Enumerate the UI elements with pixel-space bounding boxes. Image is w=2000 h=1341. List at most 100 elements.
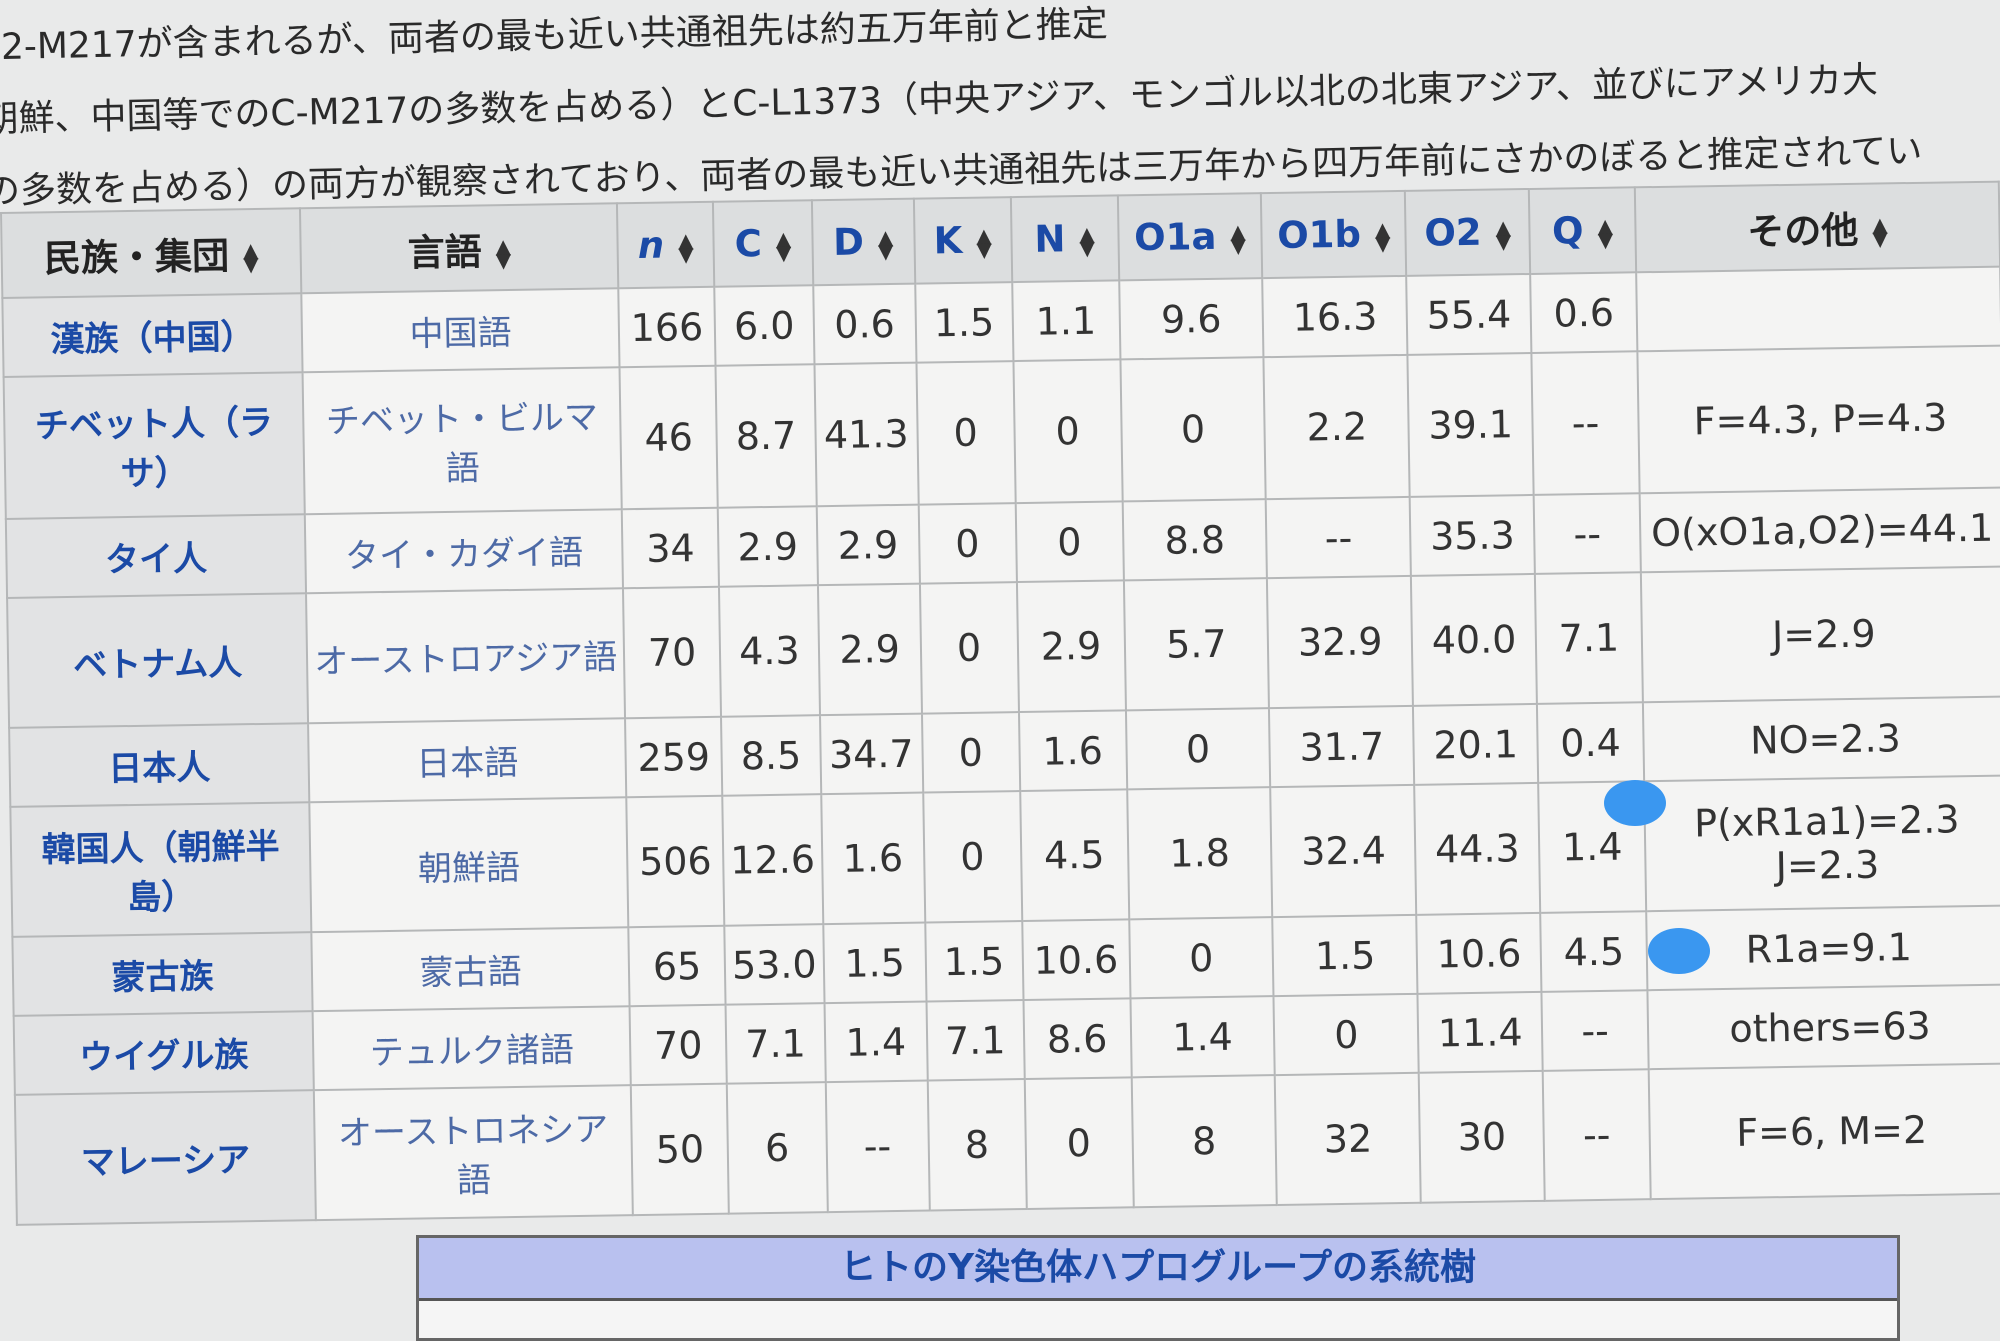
value-cell: 1.5 [914,282,1014,363]
group-link[interactable]: マレーシア [14,1090,317,1225]
value-cell: 2.9 [816,504,920,586]
column-header[interactable]: 民族・集団 ▲ ▼ [1,208,302,298]
sort-arrows-icon[interactable]: ▲ ▼ [1230,218,1247,258]
value-cell: 1.4 [1130,996,1276,1078]
navbox-title[interactable]: ヒトのY染色体ハプログループの系統樹 [419,1238,1897,1301]
column-header-label: 民族・集団 [43,233,230,280]
group-link[interactable]: 日本人 [9,723,310,807]
value-cell: 6.0 [714,285,815,366]
value-cell: 20.1 [1413,703,1539,785]
column-header-label: D [832,220,865,264]
other-cell: F=4.3, P=4.3 [1637,345,2000,494]
column-header[interactable]: n ▲ ▼ [617,201,715,289]
language-link[interactable]: 朝鮮語 [309,797,629,933]
other-cell: others=63 [1647,984,2000,1070]
column-header[interactable]: D ▲ ▼ [811,198,915,286]
value-cell: 4.5 [1540,911,1648,992]
group-link[interactable]: 蒙古族 [12,932,313,1016]
sort-arrows-icon[interactable]: ▲ ▼ [1872,212,1889,251]
column-header[interactable]: O1b ▲ ▼ [1261,190,1407,279]
sort-arrows-icon[interactable]: ▲ ▼ [1079,221,1096,260]
column-header[interactable]: その他 ▲ ▼ [1634,181,2000,273]
value-cell: 44.3 [1414,782,1541,915]
language-link[interactable]: オーストロアジア語 [306,588,626,724]
group-link[interactable]: 韓国人（朝鮮半島） [10,802,312,937]
group-link[interactable]: タイ人 [5,514,307,598]
value-cell: 0 [921,712,1020,793]
language-link[interactable]: 中国語 [301,288,620,373]
language-link[interactable]: オーストロネシア語 [313,1085,633,1221]
touch-mark [1604,780,1666,826]
sort-arrows-icon[interactable]: ▲ ▼ [976,222,993,262]
value-cell: 5.7 [1123,578,1270,711]
language-link[interactable]: チベット・ビルマ語 [302,367,622,515]
group-link[interactable]: 漢族（中国） [2,293,303,377]
value-cell: 8 [1131,1075,1278,1208]
value-cell: 506 [626,795,725,928]
language-link[interactable]: タイ・カダイ語 [304,509,624,594]
group-link[interactable]: ウイグル族 [13,1011,314,1095]
value-cell: 1.5 [822,922,927,1004]
sort-arrows-icon[interactable]: ▲ ▼ [1374,216,1391,255]
value-cell: 9.6 [1118,278,1264,360]
value-cell: 53.0 [724,924,825,1005]
column-header[interactable]: 言語 ▲ ▼ [300,203,619,294]
value-cell: 8.5 [721,715,821,796]
column-header-label: O1b [1276,212,1362,257]
value-cell: 70 [629,1004,727,1086]
sort-arrows-icon[interactable]: ▲ ▼ [1495,214,1512,254]
other-cell: F=6, M=2 [1648,1063,2000,1200]
value-cell: 2.9 [1016,580,1126,713]
sort-arrows-icon[interactable]: ▲ ▼ [1597,213,1614,252]
column-header[interactable]: C ▲ ▼ [713,200,813,287]
sort-arrows-icon[interactable]: ▲ ▼ [677,227,694,266]
value-cell: 4.5 [1019,789,1129,922]
value-cell: 46 [619,365,718,510]
value-cell: 0 [1119,357,1267,502]
language-link[interactable]: テュルク諸語 [312,1006,631,1091]
value-cell: 0 [1273,993,1419,1076]
sort-arrows-icon[interactable]: ▲ ▼ [775,226,792,265]
column-header[interactable]: Q ▲ ▼ [1528,187,1637,274]
language-link[interactable]: 蒙古語 [311,927,630,1012]
column-header-label: K [933,218,963,263]
value-cell: 34.7 [819,713,923,795]
value-cell: 0.6 [812,283,917,365]
column-header-label: N [1034,217,1066,261]
value-cell: 32 [1275,1072,1421,1206]
sort-arrows-icon[interactable]: ▲ ▼ [877,224,894,263]
language-link[interactable]: 日本語 [308,718,627,803]
value-cell: -- [1533,493,1641,574]
value-cell: 10.6 [1416,912,1542,994]
value-cell: 0 [916,361,1016,505]
sort-arrows-icon[interactable]: ▲ ▼ [242,237,259,277]
value-cell: 32.4 [1270,784,1417,918]
value-cell: 2.9 [817,583,922,716]
value-cell: 30 [1418,1070,1545,1203]
value-cell: 8.8 [1122,499,1268,581]
value-cell: 34 [621,507,720,589]
value-cell: 0 [1013,359,1123,504]
value-cell: 35.3 [1409,494,1535,576]
group-link[interactable]: ベトナム人 [7,593,309,728]
column-header[interactable]: O2 ▲ ▼ [1405,188,1531,276]
other-cell: NO=2.3 [1642,696,2000,782]
value-cell: 65 [628,925,726,1007]
column-header[interactable]: O1a ▲ ▼ [1117,193,1263,281]
column-header-label: Q [1551,209,1584,253]
column-header[interactable]: K ▲ ▼ [913,197,1012,284]
value-cell: 11.4 [1417,991,1543,1073]
other-cell: O(xO1a,O2)=44.1 [1639,487,2000,573]
column-header-label: n [637,223,665,267]
column-header-label: C [734,222,763,266]
value-cell: -- [1541,990,1649,1071]
value-cell: 1.5 [1272,914,1418,997]
value-cell: 6 [726,1082,828,1214]
column-header[interactable]: N ▲ ▼ [1010,195,1119,283]
sort-arrows-icon[interactable]: ▲ ▼ [495,233,512,273]
value-cell: 0 [922,791,1022,923]
other-cell [1636,266,2000,352]
group-link[interactable]: チベット人（ラサ） [3,372,305,519]
value-cell: 8.7 [715,364,817,508]
column-header-label: O1a [1133,214,1217,260]
